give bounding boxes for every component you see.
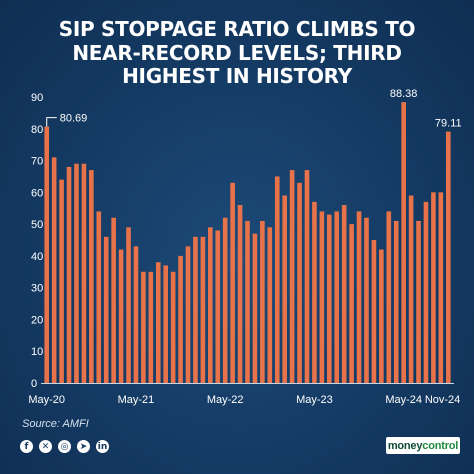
y-tick-label: 60 [31,187,43,199]
bar [371,240,377,383]
chart-title: SIP STOPPAGE RATIO CLIMBS TO NEAR-RECORD… [0,17,474,89]
bar [334,211,340,383]
bar [386,211,392,383]
instagram-icon[interactable]: ◎ [58,440,71,453]
y-tick-label: 30 [31,283,43,295]
x-tick-label: May-22 [207,394,244,406]
title-line-3: HIGHEST IN HISTORY [122,64,352,88]
bar [267,227,273,383]
brand-part-2: control [422,439,459,452]
bar [148,271,154,383]
source-note: Source: AMFI [22,418,89,430]
telegram-icon[interactable]: ➤ [77,440,90,453]
bar [126,227,131,383]
bar [200,236,206,383]
bar [445,131,451,383]
bar [341,205,347,383]
bar [289,170,295,383]
x-tick-label: Nov-24 [425,394,460,406]
x-tick-label: May-24 [385,394,422,406]
y-tick-label: 40 [31,251,43,263]
facebook-icon[interactable]: f [20,440,33,453]
bar [163,265,169,383]
bar [274,176,280,383]
bar [282,195,287,383]
bar [393,220,399,383]
bar [170,271,176,383]
linkedin-icon[interactable]: in [96,440,109,453]
bar [96,211,102,383]
y-tick-label: 80 [31,124,43,136]
bar [51,157,57,383]
title-line-2: NEAR-RECORD LEVELS; THIRD [72,40,402,65]
social-links: f ✕ ◎ ➤ in [20,440,109,453]
x-tick-label: May-21 [118,394,155,406]
bar [230,182,235,383]
bar [364,217,369,383]
data-label: 80.69 [60,113,88,125]
x-icon[interactable]: ✕ [39,440,52,453]
y-tick-label: 10 [31,346,43,358]
bar [178,255,183,383]
bar [431,192,436,383]
title-line-1: SIP STOPPAGE RATIO CLIMBS TO [58,17,416,41]
data-label: 79.11 [435,118,462,130]
bar [260,220,265,383]
bar [103,236,109,383]
bar [155,262,161,383]
x-tick-label: May-23 [296,394,333,406]
brand-logo: money control [386,437,460,454]
bar [111,217,116,383]
x-tick-label: May-20 [28,394,65,406]
bar [326,214,332,383]
bar [245,220,250,383]
y-tick-label: 70 [31,156,43,168]
bar [89,170,94,383]
bar [379,249,384,383]
annotation-leader [46,117,57,127]
bar [401,102,406,383]
bar [237,205,243,383]
bar [297,182,302,383]
y-tick-label: 90 [31,92,43,104]
bar [356,211,362,383]
bar [44,126,50,383]
bar [208,227,213,383]
bar [118,249,124,383]
brand-part-1: money [387,439,423,452]
bar [416,220,421,383]
y-tick-label: 20 [31,314,43,326]
bar [304,170,310,383]
bar [312,201,317,383]
bar [81,163,87,383]
bar [438,192,444,383]
bar [319,211,325,383]
bar [349,224,354,383]
bar [193,236,198,383]
bar [141,271,146,383]
bar [185,246,191,383]
bar [74,163,79,383]
y-tick-label: 0 [31,378,37,390]
data-label: 88.38 [390,88,418,100]
bar [66,166,72,383]
bar [59,179,64,383]
bar [423,201,429,383]
bar [222,217,228,383]
bar [408,195,414,383]
bar [133,246,139,383]
y-tick-label: 50 [31,219,43,231]
bar [215,230,221,383]
bar [252,233,258,383]
